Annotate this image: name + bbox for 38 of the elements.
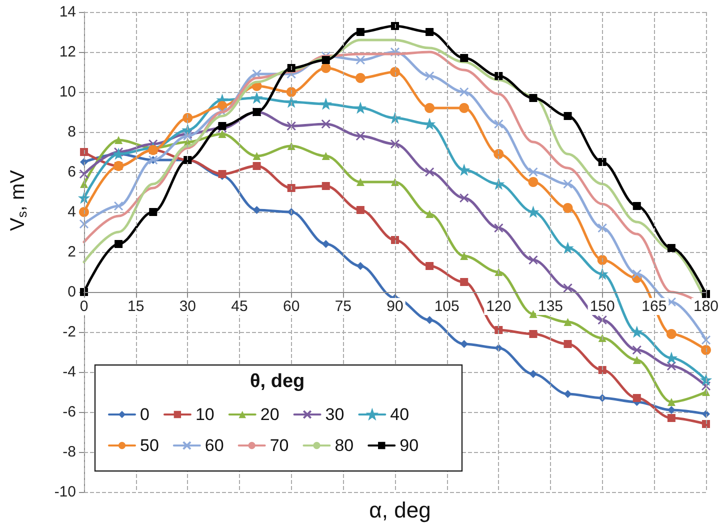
x-tick-label: 75	[334, 298, 352, 315]
x-tick-label: 135	[538, 298, 564, 315]
x-tick-label: 60	[282, 298, 300, 315]
y-tick-label: 2	[68, 244, 76, 260]
y-tick-label: 8	[68, 124, 76, 140]
y-tick-label: -2	[62, 324, 76, 340]
y-tick-label: 4	[68, 204, 76, 220]
x-tick-label: 30	[179, 298, 196, 315]
y-tick-label: -10	[54, 484, 76, 500]
x-axis-title: α, deg	[369, 498, 431, 522]
y-tick-label: 10	[59, 84, 76, 100]
y-tick-label: -4	[62, 364, 76, 380]
legend-label: 60	[204, 436, 224, 455]
legend-label: 90	[400, 436, 419, 455]
y-tick-label: 6	[68, 164, 76, 180]
legend-label: 10	[195, 405, 214, 424]
y-tick-label: -6	[62, 404, 76, 420]
legend-label: 0	[140, 405, 150, 424]
x-tick-label: 105	[434, 298, 460, 315]
legend-label: 40	[390, 405, 410, 424]
x-tick-label: 165	[642, 298, 667, 315]
x-tick-label: 45	[231, 298, 248, 315]
y-tick-label: 14	[59, 4, 76, 20]
legend-label: 50	[140, 436, 159, 455]
legend-label: 70	[270, 436, 289, 455]
legend-label: 30	[325, 405, 344, 424]
x-tick-label: 150	[590, 298, 615, 315]
legend-label: 80	[334, 436, 354, 455]
y-axis-title: Vs, mV	[7, 169, 30, 231]
x-tick-label: 15	[127, 298, 144, 315]
y-tick-label: -8	[62, 444, 76, 460]
x-tick-label: 0	[80, 298, 88, 315]
y-tick-label: 0	[68, 284, 76, 300]
legend-title: θ, deg	[250, 371, 305, 392]
y-tick-label: 12	[59, 44, 76, 60]
legend-label: 20	[260, 405, 280, 424]
x-tick-label: 120	[486, 298, 512, 315]
x-tick-label: 90	[386, 298, 404, 315]
